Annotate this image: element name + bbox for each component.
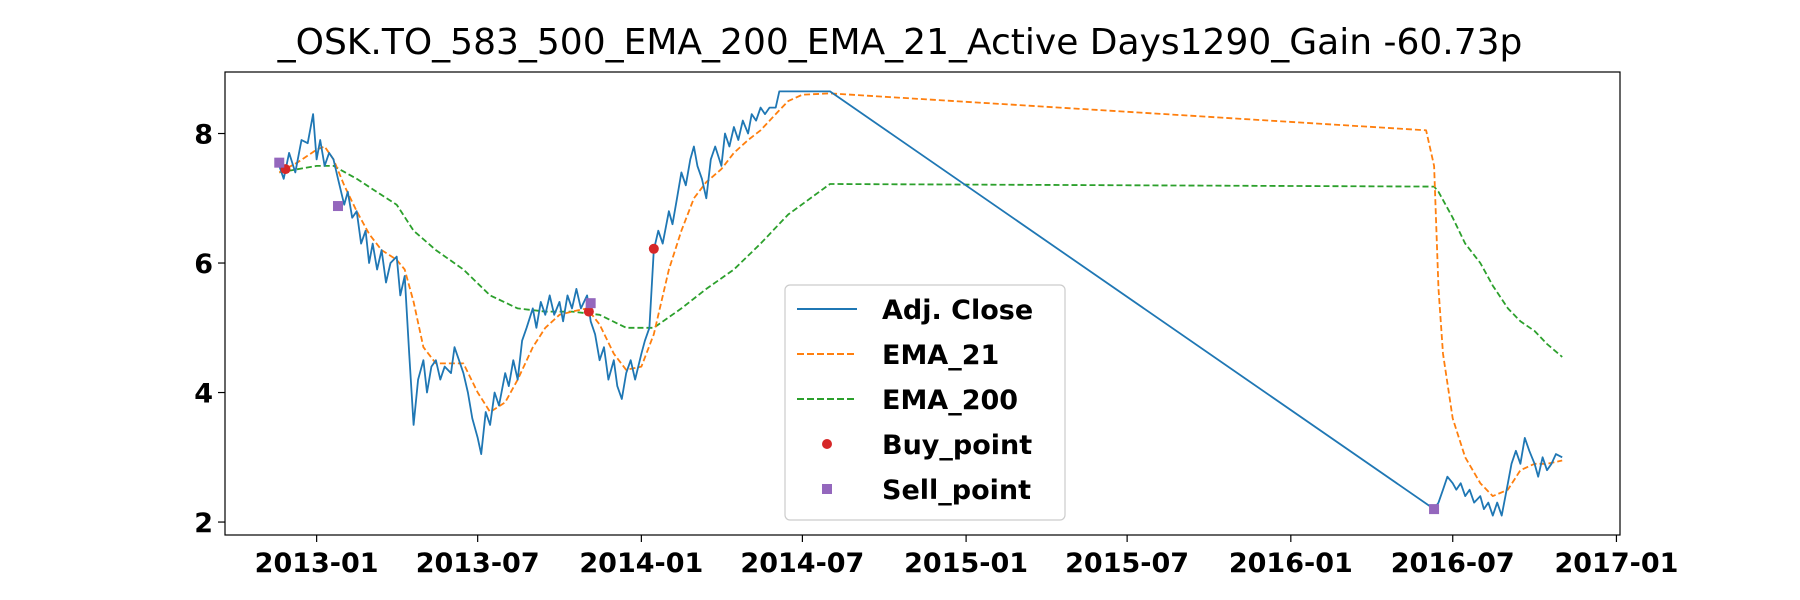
sell-point-marker: [332, 201, 343, 212]
legend-label-buy-point: Buy_point: [882, 430, 1032, 461]
y-tick-label: 4: [194, 379, 213, 410]
x-tick-label: 2016-01: [1229, 548, 1353, 579]
legend-box: [784, 284, 1066, 521]
x-tick-label: 2017-01: [1554, 548, 1678, 579]
buy-point-marker: [648, 243, 659, 254]
x-tick-label: 2015-07: [1065, 548, 1189, 579]
legend-swatch-buy-point: [822, 439, 832, 449]
marker-layer: [274, 157, 1440, 515]
axis-layer: 2013-01 2013-07 2014-01 2014-07 2015-01 2015-…: [194, 120, 1678, 579]
x-tick-label: 2013-07: [416, 548, 540, 579]
series-line-adj-close: [278, 90, 1563, 517]
legend-label-adj-close: Adj. Close: [882, 295, 1033, 326]
x-tick-label: 2013-01: [255, 548, 379, 579]
series-layer: [278, 90, 1563, 517]
plot-frame: [224, 71, 1621, 536]
legend-label-ema-21: EMA_21: [882, 340, 999, 371]
sell-point-marker: [1429, 504, 1440, 515]
chart-title: _OSK.TO_583_500_EMA_200_EMA_21_Active Da…: [277, 22, 1523, 63]
legend-label-sell-point: Sell_point: [882, 475, 1031, 506]
sell-point-marker: [274, 157, 285, 168]
x-tick-label: 2014-07: [740, 548, 864, 579]
y-tick-label: 2: [194, 508, 213, 539]
series-line-ema-200: [279, 165, 1563, 358]
y-tick-label: 8: [194, 120, 213, 151]
y-tick-label: 6: [194, 249, 213, 280]
x-tick-label: 2014-01: [579, 548, 703, 579]
legend-swatch-sell-point: [822, 484, 832, 494]
legend-label-ema-200: EMA_200: [882, 385, 1018, 416]
sell-point-marker: [585, 298, 596, 309]
x-tick-label: 2016-07: [1391, 548, 1515, 579]
legend: Adj. Close EMA_21 EMA_200 Buy_point Sell…: [784, 284, 1066, 521]
x-tick-label: 2015-01: [904, 548, 1028, 579]
buy-point-marker: [583, 306, 594, 317]
